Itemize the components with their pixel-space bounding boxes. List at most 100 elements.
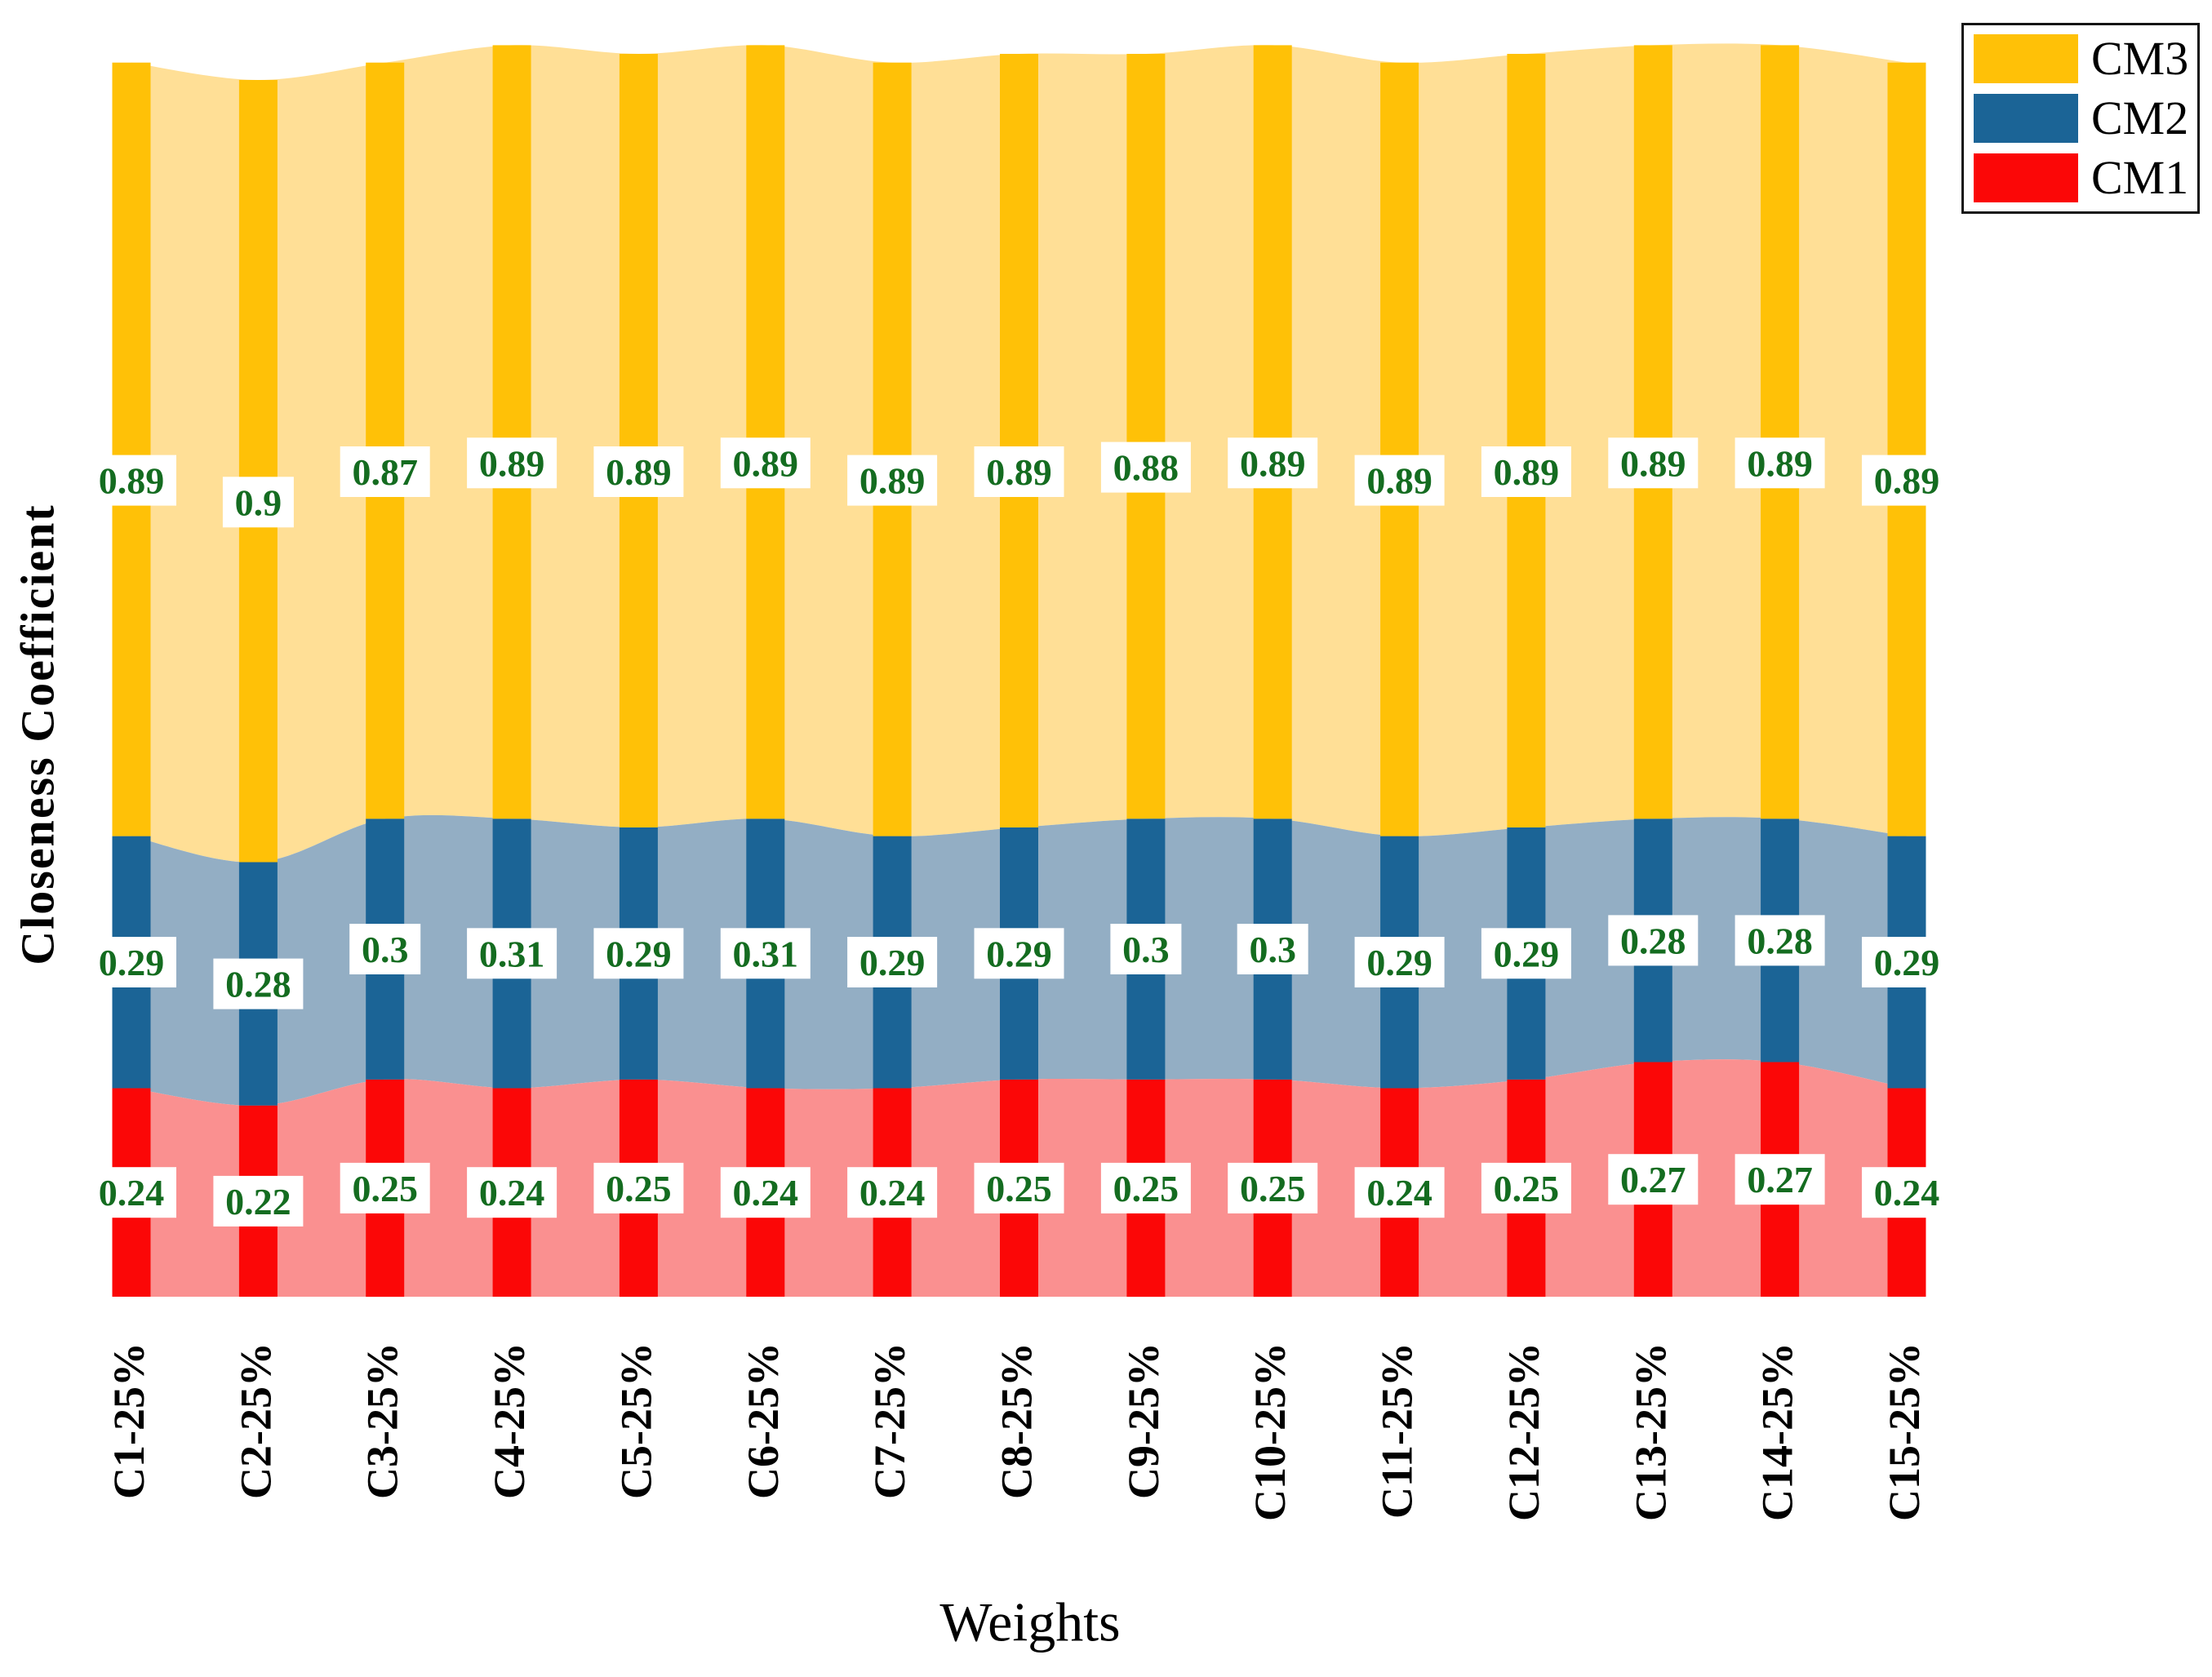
- value-label-box: [1228, 437, 1318, 489]
- value-label-box: [847, 1167, 938, 1218]
- value-label: 0.28: [225, 964, 291, 1005]
- value-label: 0.29: [1874, 942, 1940, 983]
- value-label: 0.24: [859, 1172, 926, 1213]
- value-label: 0.24: [1874, 1172, 1940, 1213]
- value-label-box: [87, 937, 176, 987]
- bar-cm3: [112, 62, 151, 836]
- value-label-box: [467, 437, 557, 489]
- legend-swatch-cm1: [1974, 153, 2078, 202]
- value-label-box: [1100, 1162, 1191, 1213]
- x-axis-title: Weights: [939, 1590, 1121, 1653]
- value-label: 0.87: [352, 451, 418, 493]
- value-label: 0.31: [479, 933, 545, 974]
- x-tick-label: C7-25%: [865, 1342, 914, 1499]
- value-label: 0.3: [362, 929, 409, 970]
- value-label-box: [467, 928, 557, 979]
- value-label: 0.22: [225, 1181, 291, 1222]
- bar-cm3: [1633, 45, 1672, 819]
- value-label: 0.89: [1494, 451, 1560, 493]
- value-label-box: [974, 1162, 1064, 1213]
- x-tick-label: C12-25%: [1499, 1342, 1548, 1521]
- value-label-box: [1481, 1162, 1571, 1213]
- value-label: 0.24: [479, 1172, 545, 1213]
- value-label-box: [1735, 915, 1825, 966]
- bar-cm3: [746, 45, 785, 819]
- value-label: 0.27: [1620, 1159, 1686, 1200]
- value-label: 0.29: [1494, 933, 1560, 974]
- value-label: 0.24: [1366, 1172, 1432, 1213]
- value-label-box: [720, 1167, 811, 1218]
- bar-cm3: [366, 62, 405, 819]
- value-label-box: [87, 455, 176, 506]
- legend-label-cm2: CM2: [2091, 91, 2189, 144]
- value-label: 0.89: [606, 451, 672, 493]
- value-label-box: [720, 437, 811, 489]
- value-label: 0.9: [235, 481, 282, 523]
- value-label-box: [87, 1167, 176, 1218]
- value-label-box: [1110, 924, 1182, 974]
- bar-cm3: [1000, 54, 1038, 827]
- x-tick-label: C3-25%: [358, 1342, 407, 1499]
- value-label-box: [1237, 924, 1308, 974]
- value-label: 0.25: [606, 1168, 672, 1209]
- value-label: 0.25: [1240, 1168, 1306, 1209]
- value-label-box: [974, 446, 1064, 497]
- value-label-box: [847, 937, 938, 987]
- bar-cm3: [619, 54, 658, 827]
- x-tick-label: C1-25%: [104, 1342, 153, 1499]
- value-label-box: [1608, 915, 1699, 966]
- legend-label-cm3: CM3: [2091, 32, 2189, 85]
- value-label: 0.25: [1494, 1168, 1560, 1209]
- bar-cm3: [238, 80, 278, 863]
- value-label-box: [1354, 1167, 1445, 1218]
- x-tick-label: C14-25%: [1753, 1342, 1802, 1521]
- value-label-box: [1735, 1154, 1825, 1205]
- value-label: 0.89: [1620, 442, 1686, 484]
- value-label-box: [1481, 446, 1571, 497]
- value-label-box: [847, 455, 938, 506]
- value-label-box: [593, 446, 684, 497]
- value-label: 0.89: [986, 451, 1052, 493]
- value-label-box: [340, 446, 430, 497]
- value-label: 0.89: [479, 442, 545, 484]
- x-tick-label: C9-25%: [1119, 1342, 1168, 1499]
- value-label: 0.3: [1249, 929, 1296, 970]
- value-label: 0.25: [352, 1168, 418, 1209]
- value-label-box: [213, 1175, 304, 1227]
- value-label: 0.29: [986, 933, 1052, 974]
- value-label-box: [1862, 937, 1952, 987]
- value-label: 0.89: [99, 460, 165, 502]
- value-label: 0.31: [733, 933, 799, 974]
- value-label-box: [1862, 455, 1952, 506]
- x-tick-label: C13-25%: [1626, 1342, 1675, 1521]
- value-label: 0.28: [1747, 920, 1813, 961]
- value-label-box: [349, 924, 421, 974]
- bar-cm3: [1507, 54, 1546, 827]
- value-label: 0.28: [1620, 920, 1686, 961]
- y-axis-title: Closeness Coefficient: [11, 504, 64, 965]
- x-tick-label: C6-25%: [739, 1342, 788, 1499]
- value-label: 0.29: [606, 933, 672, 974]
- bar-cm3: [1887, 62, 1926, 836]
- value-label-box: [1354, 937, 1445, 987]
- x-tick-label: C11-25%: [1373, 1342, 1422, 1519]
- value-label: 0.89: [1874, 460, 1940, 502]
- x-tick-label: C8-25%: [993, 1342, 1042, 1499]
- legend-swatch-cm2: [1974, 94, 2078, 143]
- value-label-box: [720, 928, 811, 979]
- value-label-box: [974, 928, 1064, 979]
- value-label-box: [1862, 1167, 1952, 1218]
- legend-item-cm3: CM3: [1974, 30, 2192, 87]
- value-label-box: [1354, 455, 1445, 506]
- bar-cm3: [1761, 45, 1800, 819]
- legend-label-cm1: CM1: [2091, 151, 2189, 204]
- value-label: 0.89: [1366, 460, 1432, 502]
- legend-swatch-cm3: [1974, 34, 2078, 83]
- value-label-box: [1100, 441, 1191, 493]
- x-tick-label: C5-25%: [611, 1342, 660, 1499]
- value-label: 0.24: [99, 1172, 165, 1213]
- x-tick-label: C10-25%: [1246, 1342, 1295, 1521]
- value-label: 0.3: [1122, 929, 1170, 970]
